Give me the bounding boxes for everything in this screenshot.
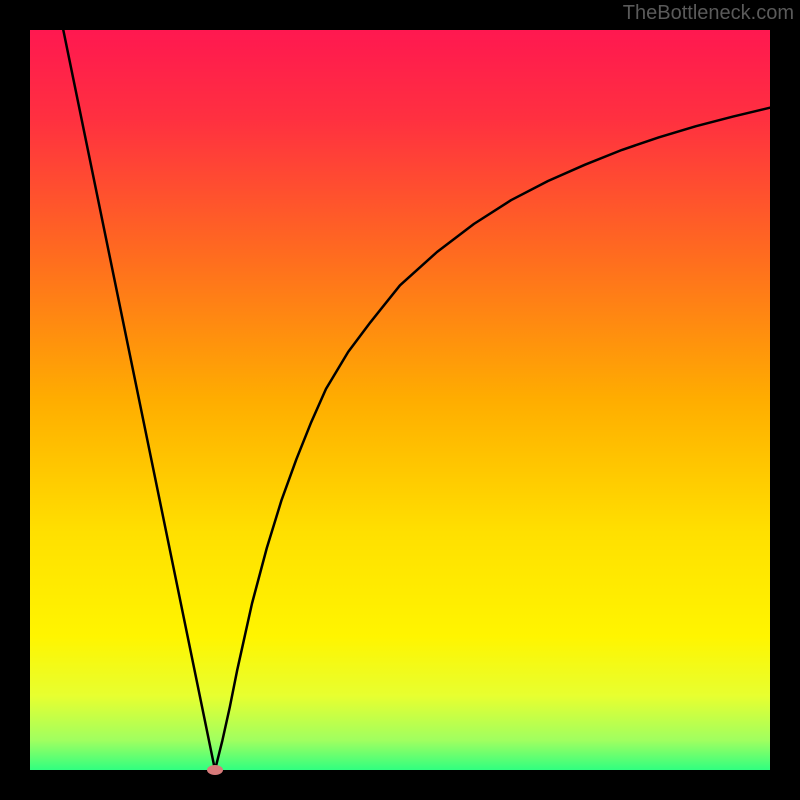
attribution-text: TheBottleneck.com <box>623 2 794 25</box>
plot-background <box>30 30 770 770</box>
minimum-marker <box>207 765 223 775</box>
plot-svg <box>0 0 800 800</box>
chart-frame: TheBottleneck.com <box>0 0 800 800</box>
